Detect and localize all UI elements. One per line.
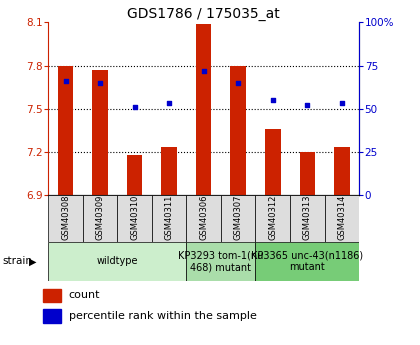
Text: percentile rank within the sample: percentile rank within the sample [68, 311, 257, 321]
Text: KP3293 tom-1(nu
468) mutant: KP3293 tom-1(nu 468) mutant [178, 250, 264, 272]
Point [269, 97, 276, 103]
Text: wildtype: wildtype [97, 256, 138, 266]
Point [304, 102, 311, 108]
Bar [117, 195, 152, 242]
Bar [186, 195, 221, 242]
Bar [299, 152, 315, 195]
Point [62, 78, 69, 84]
Bar [196, 24, 211, 195]
Bar [325, 195, 359, 242]
Bar [48, 241, 186, 281]
Bar [161, 148, 177, 195]
Point [235, 80, 242, 86]
Text: GSM40307: GSM40307 [234, 195, 243, 240]
Text: GSM40308: GSM40308 [61, 195, 70, 240]
Bar [231, 66, 246, 195]
Bar [334, 148, 349, 195]
Bar [255, 241, 359, 281]
Point [339, 101, 345, 106]
Text: GSM40314: GSM40314 [337, 195, 346, 240]
Point [200, 68, 207, 73]
Point [131, 104, 138, 110]
Bar [92, 70, 108, 195]
Text: GSM40312: GSM40312 [268, 195, 277, 240]
Text: GSM40311: GSM40311 [165, 195, 173, 240]
Text: GSM40313: GSM40313 [303, 195, 312, 240]
Point [97, 80, 103, 86]
Text: GSM40306: GSM40306 [199, 195, 208, 240]
Bar [48, 195, 83, 242]
Bar [127, 155, 142, 195]
Text: count: count [68, 290, 100, 300]
Bar [152, 195, 186, 242]
Bar [255, 195, 290, 242]
Point [166, 101, 173, 106]
Bar [265, 129, 281, 195]
Bar [221, 195, 255, 242]
Bar [290, 195, 325, 242]
Bar [83, 195, 117, 242]
Bar [43, 289, 60, 302]
Bar [58, 66, 74, 195]
Text: ▶: ▶ [29, 256, 36, 266]
Text: strain: strain [2, 256, 32, 266]
Title: GDS1786 / 175035_at: GDS1786 / 175035_at [127, 7, 280, 21]
Bar [186, 241, 255, 281]
Text: GSM40309: GSM40309 [96, 195, 105, 240]
Bar [43, 309, 60, 323]
Text: KP3365 unc-43(n1186)
mutant: KP3365 unc-43(n1186) mutant [251, 250, 363, 272]
Text: GSM40310: GSM40310 [130, 195, 139, 240]
